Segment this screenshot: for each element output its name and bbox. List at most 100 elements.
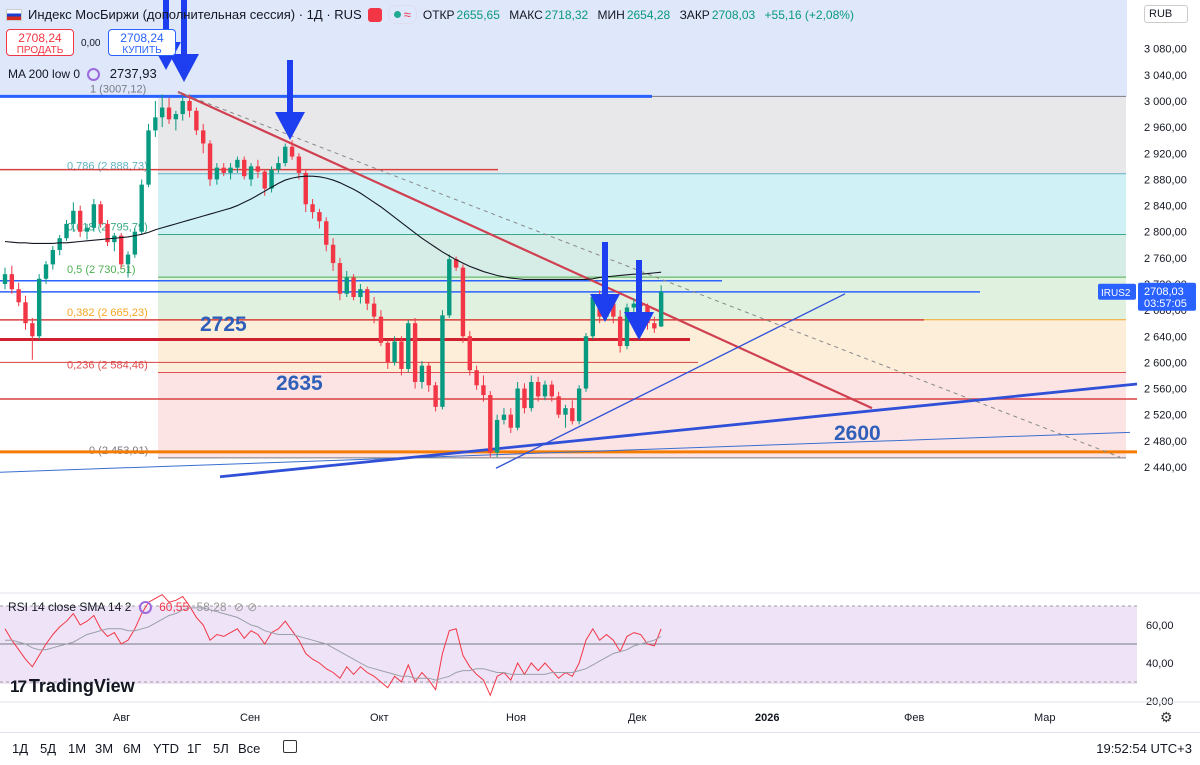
candle xyxy=(269,166,274,193)
candle xyxy=(16,282,21,307)
rsi-legend[interactable]: RSI 14 close SMA 14 2 60,55 58,28 ⊘ ⊘ xyxy=(8,600,257,615)
candle xyxy=(112,233,117,252)
price-tick-label: 2 560,00 xyxy=(1144,384,1187,396)
candle-body xyxy=(228,167,233,173)
trend-line[interactable] xyxy=(495,293,846,469)
candle-body xyxy=(248,166,254,180)
tf-1y[interactable]: 1Г xyxy=(187,741,202,756)
candle-body xyxy=(146,130,151,185)
gear-icon[interactable]: ⚙ xyxy=(1160,709,1173,725)
candle-body xyxy=(344,277,349,294)
candle xyxy=(146,123,151,188)
rsi-line xyxy=(4,593,662,697)
sell-label: ПРОДАТЬ xyxy=(16,45,64,56)
tradingview-logo[interactable]: 17 TradingView xyxy=(10,676,135,697)
candle xyxy=(590,293,596,340)
candle-body xyxy=(201,130,206,144)
candle-body xyxy=(180,101,185,115)
trend-line[interactable] xyxy=(177,90,873,410)
candle-body xyxy=(30,323,35,337)
indicator-settings-icon[interactable] xyxy=(87,68,101,82)
clock[interactable]: 19:52:54 UTC+3 xyxy=(1096,741,1192,756)
candle xyxy=(617,310,623,353)
tf-ytd[interactable]: YTD xyxy=(153,741,179,756)
ma-indicator-legend[interactable]: MA 200 low 0 2737,93 xyxy=(8,66,157,82)
symbol-title[interactable]: Индекс МосБиржи (дополнительная сессия) … xyxy=(28,7,362,22)
rsi-settings-icon[interactable] xyxy=(138,601,152,615)
candle xyxy=(412,317,418,389)
candle-body xyxy=(221,167,226,173)
candle-body xyxy=(214,167,220,180)
price-tick-label: 2 480,00 xyxy=(1144,436,1187,448)
price-tick-label: 3 000,00 xyxy=(1144,96,1187,108)
candle xyxy=(392,336,397,366)
candle-body xyxy=(139,184,144,232)
candle-body xyxy=(283,146,288,164)
fib-level-label: 0,382 (2 665,23) xyxy=(67,307,148,319)
sell-price: 2708,24 xyxy=(18,31,62,45)
tf-all[interactable]: Все xyxy=(238,741,261,756)
top-shade xyxy=(0,0,1127,97)
candle xyxy=(173,110,179,131)
candle xyxy=(23,295,28,330)
high-value: 2718,32 xyxy=(544,7,589,22)
price-tick-label: 3 080,00 xyxy=(1144,44,1187,56)
trend-line[interactable] xyxy=(0,431,1131,473)
candle-body xyxy=(296,156,302,173)
buy-button[interactable]: 2708,24 КУПИТЬ xyxy=(108,29,176,56)
tf-1m[interactable]: 1М xyxy=(68,741,87,756)
candle-body xyxy=(194,110,199,131)
trend-line[interactable] xyxy=(219,382,1138,479)
sell-button[interactable]: 2708,24 ПРОДАТЬ xyxy=(6,29,74,56)
currency-selector[interactable]: RUB xyxy=(1144,5,1188,23)
candle xyxy=(30,317,35,360)
arrow-head xyxy=(275,112,305,140)
candle xyxy=(474,365,479,390)
candle-body xyxy=(460,267,466,337)
symbol-tag: IRUS2 xyxy=(1101,288,1131,299)
eye-icon[interactable] xyxy=(367,7,382,22)
price-tick-label: 2 840,00 xyxy=(1144,201,1187,213)
price-tick-label: 2 960,00 xyxy=(1144,122,1187,134)
candle xyxy=(201,123,206,154)
ma-200-line xyxy=(4,175,662,280)
tf-3m[interactable]: 3М xyxy=(95,741,114,756)
candle xyxy=(289,140,295,160)
candle xyxy=(576,385,582,425)
candle-body xyxy=(542,384,548,397)
trend-line[interactable] xyxy=(177,91,1121,458)
tf-5d[interactable]: 5Д xyxy=(40,741,57,756)
level-annotation: 2635 xyxy=(276,372,323,395)
tf-6m[interactable]: 6М xyxy=(123,741,142,756)
candle-body xyxy=(576,388,582,422)
high-label: МАКС xyxy=(509,7,543,22)
rsi-label: RSI 14 close SMA 14 2 xyxy=(8,600,132,614)
arrow-head xyxy=(624,312,654,340)
candle-body xyxy=(118,235,124,265)
candle-body xyxy=(556,396,561,415)
candle xyxy=(501,408,507,425)
market-status[interactable]: ≈ xyxy=(387,5,417,24)
price-tick-label: 2 920,00 xyxy=(1144,148,1187,160)
rsi-tick-label: 40,00 xyxy=(1146,658,1174,670)
tf-5y[interactable]: 5Л xyxy=(213,741,229,756)
tf-1d[interactable]: 1Д xyxy=(12,741,29,756)
candle xyxy=(180,95,185,121)
candle-body xyxy=(289,146,295,157)
price-tick-label: 2 440,00 xyxy=(1144,462,1187,474)
candle-body xyxy=(617,316,623,347)
candle xyxy=(64,219,69,241)
open-label: ОТКР xyxy=(422,7,455,22)
calendar-range-icon[interactable] xyxy=(283,740,297,753)
price-tick-label: 2 520,00 xyxy=(1144,410,1187,422)
candle xyxy=(426,362,431,392)
time-tick-label: Окт xyxy=(370,712,389,724)
time-tick-label: Ноя xyxy=(506,712,526,724)
time-tick-label: Дек xyxy=(628,712,647,724)
candle xyxy=(631,298,637,314)
candle-body xyxy=(2,274,8,284)
candle-body xyxy=(570,408,575,422)
candle xyxy=(153,101,158,137)
tradingview-logo-icon: 17 xyxy=(10,676,27,696)
